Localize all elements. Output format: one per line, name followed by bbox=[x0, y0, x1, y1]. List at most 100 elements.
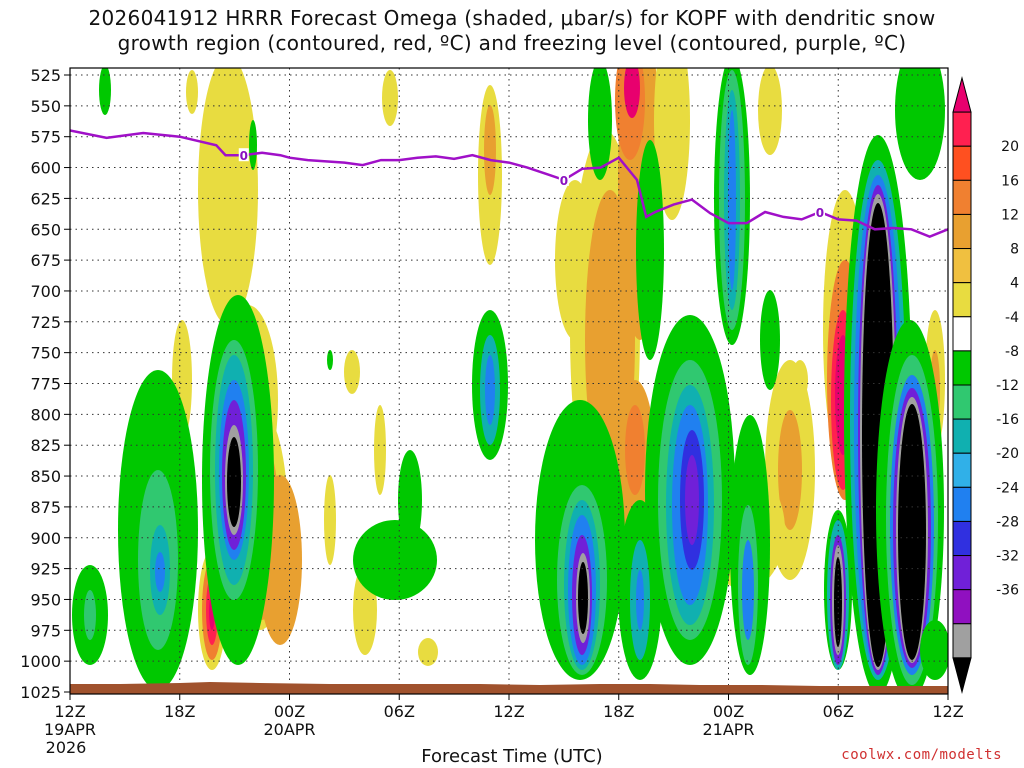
y-tick-label: 625 bbox=[30, 189, 61, 208]
x-tick-year: 2026 bbox=[46, 738, 87, 757]
x-tick-label: 12Z bbox=[54, 702, 85, 721]
y-tick-label: 650 bbox=[30, 220, 61, 239]
freezing-level-contour bbox=[70, 129, 948, 239]
omega-cell bbox=[792, 360, 808, 400]
omega-cell bbox=[758, 68, 782, 155]
colorbar-swatch bbox=[952, 248, 972, 284]
omega-cell bbox=[353, 520, 437, 600]
y-tick-label: 1025 bbox=[20, 683, 61, 702]
y-tick-label: 800 bbox=[30, 405, 61, 424]
y-tick-label: 575 bbox=[30, 128, 61, 147]
omega-cell bbox=[898, 404, 926, 660]
freezing-level-labels: 0 0 0 bbox=[238, 148, 825, 220]
chart-title-line-1: 2026041912 HRRR Forecast Omega (shaded, … bbox=[88, 6, 936, 30]
omega-cell bbox=[624, 68, 640, 118]
chart-title-line-2: growth region (contoured, red, ºC) and f… bbox=[117, 31, 907, 55]
colorbar-swatch bbox=[952, 179, 972, 215]
omega-cell bbox=[588, 68, 612, 180]
y-tick-label: 900 bbox=[30, 529, 61, 548]
colorbar-label: -12 bbox=[996, 378, 1019, 394]
source-credit: coolwx.com/modelts bbox=[841, 747, 1002, 763]
omega-cell bbox=[344, 350, 360, 394]
colorbar-swatch bbox=[952, 486, 972, 522]
y-tick-label: 675 bbox=[30, 251, 61, 270]
x-tick-label: 06Z bbox=[823, 702, 854, 721]
y-tick-label: 975 bbox=[30, 621, 61, 640]
plot-grid bbox=[70, 68, 948, 694]
x-tick-label: 00Z bbox=[713, 702, 744, 721]
omega-cell bbox=[327, 350, 333, 370]
omega-cell bbox=[382, 70, 398, 126]
omega-cell bbox=[742, 540, 754, 640]
omega-cell bbox=[778, 410, 802, 530]
colorbar-swatch bbox=[952, 452, 972, 488]
y-tick-label: 1000 bbox=[20, 652, 61, 671]
omega-negative-shading bbox=[72, 68, 948, 694]
colorbar-swatch bbox=[952, 145, 972, 181]
colorbar-label: -32 bbox=[996, 549, 1019, 565]
y-tick-label: 550 bbox=[30, 97, 61, 116]
colorbar-swatch bbox=[952, 213, 972, 250]
omega-cell bbox=[374, 405, 386, 495]
colorbar-swatch bbox=[952, 111, 972, 147]
colorbar-swatch bbox=[952, 316, 972, 352]
freezing-level-label: 0 bbox=[816, 206, 824, 220]
y-tick-label: 725 bbox=[30, 313, 61, 332]
colorbar-label: -20 bbox=[996, 446, 1019, 462]
x-tick-date: 19APR bbox=[44, 720, 96, 739]
omega-cell bbox=[186, 70, 198, 114]
omega-cell bbox=[578, 562, 588, 634]
omega-cell bbox=[418, 638, 438, 666]
colorbar-label: -24 bbox=[996, 480, 1019, 496]
colorbar-label: 20 bbox=[1001, 139, 1019, 155]
omega-cell bbox=[685, 455, 699, 545]
colorbar-swatch bbox=[952, 623, 972, 659]
terrain-surface bbox=[70, 682, 948, 694]
omega-cell bbox=[728, 110, 736, 290]
omega-cell bbox=[99, 68, 111, 115]
y-tick-label: 950 bbox=[30, 590, 61, 609]
freezing-level-label-bg bbox=[558, 172, 569, 186]
freezing-level-label: 0 bbox=[240, 149, 248, 163]
y-tick-label: 750 bbox=[30, 344, 61, 363]
y-tick-label: 700 bbox=[30, 282, 61, 301]
colorbar-swatch bbox=[952, 555, 972, 591]
x-tick-label: 06Z bbox=[384, 702, 415, 721]
colorbar-swatch bbox=[952, 657, 972, 694]
omega-cell bbox=[227, 437, 241, 527]
freezing-level-label: 0 bbox=[560, 174, 568, 188]
colorbar-swatch bbox=[952, 282, 972, 318]
y-tick-label: 525 bbox=[30, 66, 61, 85]
colorbar-swatch bbox=[952, 384, 972, 420]
x-tick-date: 20APR bbox=[263, 720, 315, 739]
y-tick-label: 875 bbox=[30, 498, 61, 517]
chart-title: 2026041912 HRRR Forecast Omega (shaded, … bbox=[0, 6, 1024, 56]
plot-area: 0 0 0 bbox=[70, 68, 948, 694]
omega-cell bbox=[84, 590, 96, 640]
x-tick-label: 12Z bbox=[493, 702, 524, 721]
omega-cell bbox=[636, 140, 664, 360]
omega-cell bbox=[398, 450, 422, 550]
freezing-level-label-bg bbox=[814, 204, 825, 218]
omega-cell bbox=[895, 68, 945, 180]
colorbar-label: -28 bbox=[996, 514, 1019, 530]
x-tick-label: 18Z bbox=[164, 702, 195, 721]
omega-cell bbox=[920, 620, 948, 680]
colorbar-label: -36 bbox=[996, 583, 1019, 599]
colorbar-label: 8 bbox=[1010, 242, 1019, 258]
colorbar-label: -4 bbox=[1005, 310, 1019, 326]
x-tick-label: 00Z bbox=[274, 702, 305, 721]
y-axis: 525 550 575 600 625 650 675 700 725 750 775 800 825 8… bbox=[20, 66, 70, 702]
y-tick-label: 600 bbox=[30, 159, 61, 178]
y-tick-label: 925 bbox=[30, 560, 61, 579]
colorbar-label: 12 bbox=[1001, 207, 1019, 223]
omega-cell bbox=[484, 105, 496, 195]
omega-cell bbox=[485, 355, 495, 425]
colorbar-swatch bbox=[952, 589, 972, 625]
y-tick-label: 850 bbox=[30, 467, 61, 486]
omega-cell bbox=[625, 405, 645, 495]
omega-cell bbox=[198, 68, 258, 325]
omega-cell bbox=[324, 475, 336, 565]
